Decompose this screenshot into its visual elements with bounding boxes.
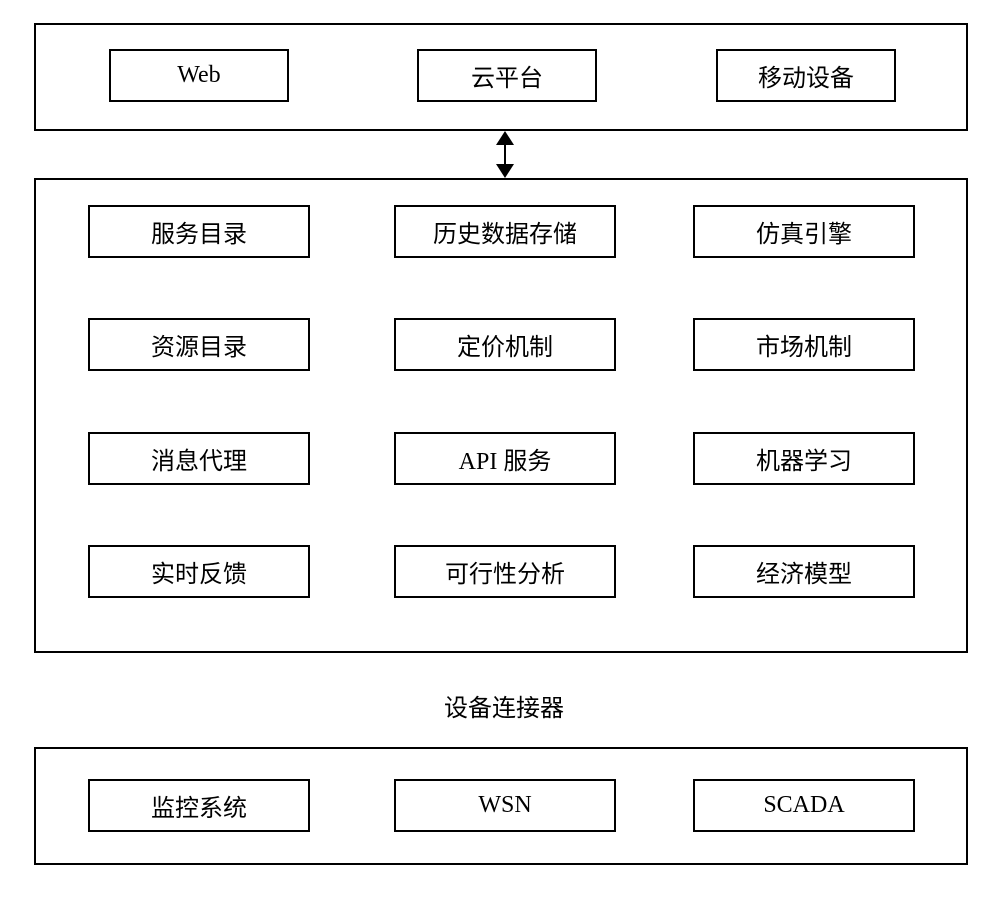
- block-res-catalog: 资源目录: [88, 318, 310, 371]
- block-realtime: 实时反馈: [88, 545, 310, 598]
- block-ml: 机器学习: [693, 432, 915, 485]
- block-svc-catalog: 服务目录: [88, 205, 310, 258]
- block-cloud: 云平台: [417, 49, 597, 102]
- block-web: Web: [109, 49, 289, 102]
- label-device-connector: 设备连接器: [444, 688, 564, 718]
- block-hist-store: 历史数据存储: [394, 205, 616, 258]
- block-mobile: 移动设备: [716, 49, 896, 102]
- block-feasibility: 可行性分析: [394, 545, 616, 598]
- block-api-svc: API 服务: [394, 432, 616, 485]
- block-market: 市场机制: [693, 318, 915, 371]
- block-monitor: 监控系统: [88, 779, 310, 832]
- block-msg-broker: 消息代理: [88, 432, 310, 485]
- block-scada: SCADA: [693, 779, 915, 832]
- block-pricing: 定价机制: [394, 318, 616, 371]
- block-econ-model: 经济模型: [693, 545, 915, 598]
- block-wsn: WSN: [394, 779, 616, 832]
- diagram-canvas: Web 云平台 移动设备服务目录 历史数据存储 仿真引擎资源目录 定价机制 市场机制消息代理…: [0, 0, 1000, 907]
- block-sim-engine: 仿真引擎: [693, 205, 915, 258]
